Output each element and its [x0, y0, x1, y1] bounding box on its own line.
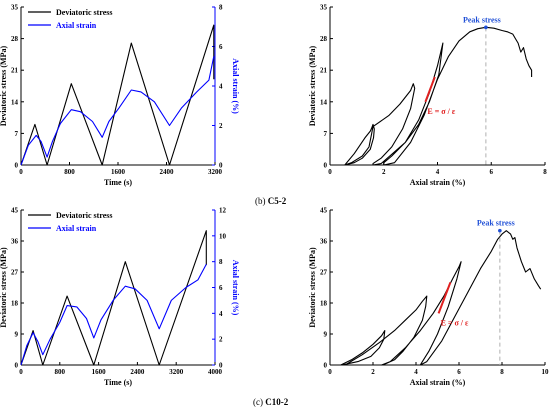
panel4-y-tick-label: 0	[324, 362, 328, 370]
panel1-y2-tick-label: 4	[219, 83, 223, 91]
panel4-y-tick-label: 45	[320, 207, 328, 215]
panel1-y-label: Deviatoric stress (MPa)	[0, 46, 8, 127]
panel2-series-stress-strain	[344, 26, 533, 166]
panel1-legend-label: Axial strain	[56, 21, 97, 30]
panel2-peak-label: Peak stress	[463, 15, 501, 24]
panel3-x-tick-label: 2400	[130, 368, 145, 376]
panel1-y-tick-label: 7	[15, 130, 19, 138]
panel2-x-label: Axial strain (%)	[410, 178, 466, 187]
panel1-y2-tick-label: 0	[219, 162, 223, 170]
panel3-y-label: Deviatoric stress (MPa)	[0, 247, 8, 328]
panel2-y-tick-label: 0	[324, 162, 328, 170]
panel4-x-tick-label: 2	[371, 368, 375, 376]
panel1-y-tick-label: 21	[11, 67, 19, 75]
caption-b-name: C5-2	[267, 196, 287, 206]
panel2-peak-marker	[484, 25, 488, 30]
panel1-series-axial-strain	[20, 56, 215, 166]
panel1-x-tick-label: 3200	[208, 168, 223, 176]
panel4-x-tick-label: 10	[542, 368, 550, 376]
panel2-slope-line	[424, 76, 436, 103]
panel1-series-deviatoric-stress	[20, 24, 215, 166]
panel3-y2-tick-label: 8	[219, 258, 223, 266]
panel2-y-tick-label: 7	[324, 130, 328, 138]
panel3-y2-tick-label: 10	[219, 232, 227, 240]
caption-c-letter: (c)	[253, 397, 263, 407]
panel2-y-label: Deviatoric stress (MPa)	[308, 46, 317, 127]
panel4-slope-line	[437, 281, 452, 314]
panel4-peak-label: Peak stress	[477, 219, 515, 228]
panel2-y-tick-label: 28	[320, 35, 328, 43]
panel3-y2-tick-label: 2	[219, 336, 223, 344]
panel3-series-deviatoric-stress	[20, 230, 207, 366]
panel2-slope-label: E = σ / ε	[427, 107, 455, 116]
panel3-legend-label: Deviatoric stress	[56, 211, 113, 220]
panel3-x-tick-label: 1600	[92, 368, 107, 376]
panel4-slope-label: E = σ / ε	[441, 318, 469, 327]
panel4-x-tick-label: 0	[328, 368, 332, 376]
panel4-y-tick-label: 36	[320, 238, 328, 246]
panel1-x-tick-label: 1600	[111, 168, 126, 176]
panel2-x-tick-label: 6	[490, 168, 494, 176]
panel1-y2-label: Axial strain (%)	[231, 58, 240, 114]
panel3-y-tick-label: 18	[11, 300, 19, 308]
panel4-x-tick-label: 4	[414, 368, 418, 376]
panel1-y-tick-label: 35	[11, 4, 19, 12]
caption-b: (b) C5-2	[255, 196, 286, 206]
panel2-y-tick-label: 14	[320, 98, 328, 106]
panel4-y-tick-label: 27	[320, 269, 328, 277]
panel4-y-label: Deviatoric stress (MPa)	[308, 247, 317, 328]
panel2-y-tick-label: 35	[320, 4, 328, 12]
panel3-y2-tick-label: 12	[219, 207, 227, 215]
panel4-x-tick-label: 8	[500, 368, 504, 376]
panel1-x-tick-label: 800	[64, 168, 75, 176]
panel3-y2-label: Axial strain (%)	[231, 260, 240, 316]
panel1-y2-tick-label: 6	[219, 43, 223, 51]
panel3-y2-tick-label: 0	[219, 362, 223, 370]
panel1-y-tick-label: 14	[11, 98, 19, 106]
panel3-y2-tick-label: 4	[219, 310, 223, 318]
panel3-x-label: Time (s)	[104, 378, 132, 387]
panel3-y-tick-label: 0	[15, 362, 19, 370]
panel4-y-tick-label: 9	[324, 331, 328, 339]
panel3-y-tick-label: 45	[11, 207, 19, 215]
panel4-x-tick-label: 6	[457, 368, 461, 376]
panel1-y-tick-label: 28	[11, 35, 19, 43]
panel3-x-tick-label: 800	[55, 368, 66, 376]
panel1-legend-label: Deviatoric stress	[56, 8, 113, 17]
panel3-x-tick-label: 3200	[169, 368, 184, 376]
panel1-y-tick-label: 0	[15, 162, 19, 170]
panel2-x-tick-label: 4	[436, 168, 440, 176]
panel1-x-label: Time (s)	[104, 178, 132, 187]
caption-c-name: C10-2	[265, 397, 289, 407]
panel1-x-tick-label: 2400	[160, 168, 175, 176]
panel3-y2-tick-label: 6	[219, 284, 223, 292]
panel1-y2-tick-label: 8	[219, 4, 223, 12]
panel3-y-tick-label: 9	[15, 331, 19, 339]
panel2-x-tick-label: 0	[328, 168, 332, 176]
panel4-peak-marker	[498, 228, 502, 233]
panel3-y-tick-label: 36	[11, 238, 19, 246]
panel4-series-stress-strain	[340, 230, 542, 366]
caption-c: (c) C10-2	[253, 397, 288, 407]
panel4-y-tick-label: 18	[320, 300, 328, 308]
panel3-legend-label: Axial strain	[56, 224, 97, 233]
panel3-x-tick-label: 0	[19, 368, 23, 376]
panel3-series-axial-strain	[20, 264, 207, 366]
panel2-y-tick-label: 21	[320, 67, 328, 75]
panel1-x-tick-label: 0	[19, 168, 23, 176]
caption-b-letter: (b)	[255, 196, 266, 206]
panel1-y2-tick-label: 2	[219, 122, 223, 130]
panel2-x-tick-label: 8	[543, 168, 547, 176]
panel2-x-tick-label: 2	[382, 168, 386, 176]
panel4-x-label: Axial strain (%)	[410, 378, 466, 387]
panel3-x-tick-label: 4000	[208, 368, 223, 376]
panel3-y-tick-label: 27	[11, 269, 19, 277]
